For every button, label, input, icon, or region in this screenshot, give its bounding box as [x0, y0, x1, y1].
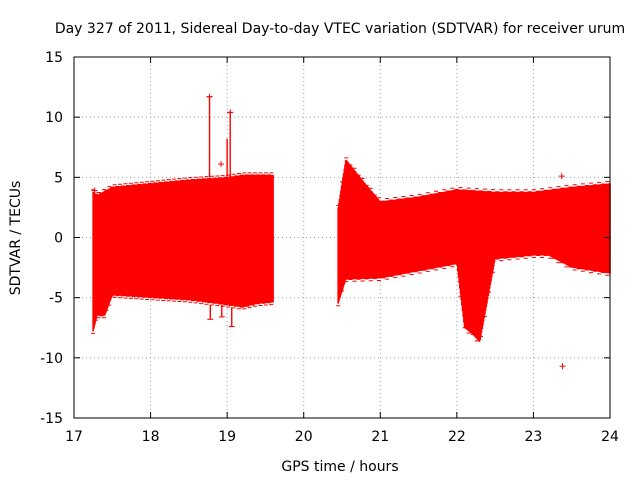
y-tick-label: -10	[40, 351, 63, 367]
y-tick-label: -15	[40, 411, 63, 427]
y-axis-title: SDTVAR / TECUs	[8, 181, 24, 296]
data-band-segment-2	[336, 157, 611, 342]
x-tick-label: 23	[525, 429, 543, 445]
outlier-point	[91, 187, 98, 194]
tick-layer: 17 18 19 20 21 22 23 24 -15 -10 -5 0 5 10 15	[40, 50, 619, 445]
outlier-point	[227, 109, 234, 116]
error-bar-band	[92, 174, 274, 332]
outlier-point	[206, 93, 213, 100]
y-tick-label: 5	[54, 170, 63, 186]
x-tick-label: 20	[295, 429, 313, 445]
outlier-point	[558, 173, 565, 180]
x-tick-label: 19	[218, 429, 236, 445]
x-tick-label: 24	[601, 429, 619, 445]
chart-title: Day 327 of 2011, Sidereal Day-to-day VTE…	[55, 21, 625, 37]
error-bar-band	[337, 159, 611, 342]
y-tick-label: -5	[49, 291, 63, 307]
y-tick-label: 10	[45, 110, 63, 126]
x-tick-label: 21	[371, 429, 389, 445]
error-bar-caps	[91, 172, 274, 334]
x-axis-title: GPS time / hours	[281, 459, 398, 475]
y-tick-label: 15	[45, 50, 63, 66]
data-layer	[91, 93, 611, 370]
x-tick-label: 18	[142, 429, 160, 445]
outlier-point	[218, 161, 225, 168]
error-bar-caps	[336, 157, 610, 342]
y-tick-label: 0	[54, 231, 63, 247]
x-tick-label: 17	[65, 429, 83, 445]
outlier-point	[559, 363, 566, 370]
x-tick-label: 22	[448, 429, 466, 445]
data-band-segment-1	[91, 172, 274, 334]
